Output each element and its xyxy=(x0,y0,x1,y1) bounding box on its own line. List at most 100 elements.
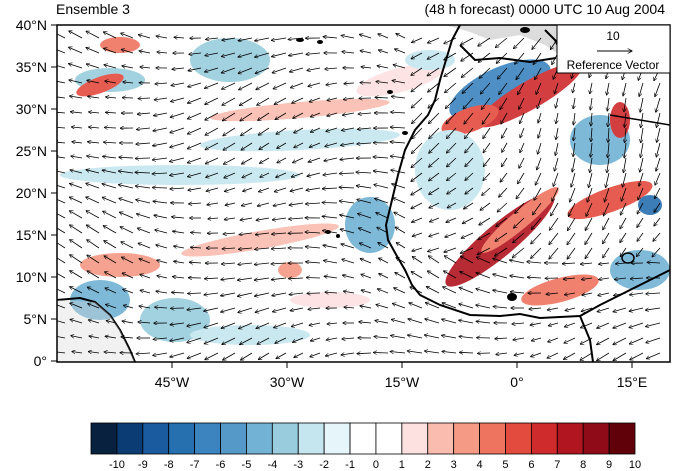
wind-vector xyxy=(378,34,389,39)
wind-vector xyxy=(104,256,117,264)
colorbar-swatch xyxy=(375,422,403,455)
wind-vector xyxy=(630,278,644,279)
wind-vector xyxy=(135,158,151,159)
wind-vector xyxy=(69,80,83,84)
wind-vector xyxy=(258,112,270,121)
colorbar-label: -4 xyxy=(267,459,277,471)
wind-vector xyxy=(105,288,117,294)
wind-vector xyxy=(629,322,644,328)
colorbar-swatch xyxy=(608,422,636,455)
wind-vector xyxy=(620,202,627,215)
wind-vector xyxy=(391,96,406,98)
wind-vector xyxy=(323,173,338,175)
wind-vector xyxy=(123,289,134,294)
wind-vector xyxy=(271,248,287,249)
wind-vector xyxy=(412,232,423,236)
wind-vector xyxy=(223,142,236,150)
colorbar-swatch xyxy=(530,422,558,455)
wind-vector xyxy=(207,203,219,205)
wind-vector xyxy=(444,247,457,252)
wind-vector xyxy=(637,232,644,241)
wind-vector xyxy=(103,32,117,39)
wind-vector xyxy=(70,255,83,264)
wind-vector xyxy=(573,112,575,125)
wind-vector xyxy=(647,262,661,263)
wind-vector xyxy=(105,336,117,338)
wind-vector xyxy=(394,288,406,294)
wind-vector xyxy=(493,290,508,294)
colorbar-label: 2 xyxy=(425,459,431,471)
wind-vector xyxy=(240,112,253,121)
wind-vector xyxy=(564,337,576,343)
wind-vector xyxy=(222,337,236,345)
wind-vector xyxy=(171,82,185,86)
wind-vector xyxy=(323,37,338,38)
wind-vector xyxy=(411,202,423,209)
wind-vector xyxy=(497,67,508,79)
colorbar-label: -6 xyxy=(216,459,226,471)
wind-vector xyxy=(646,337,661,343)
wind-vector xyxy=(324,157,338,161)
wind-vector xyxy=(275,337,287,343)
wind-vector xyxy=(465,187,474,194)
wind-vector xyxy=(479,67,491,78)
wind-vector xyxy=(518,172,525,184)
wind-vector xyxy=(465,142,474,153)
wind-vector xyxy=(390,127,406,128)
wind-vector xyxy=(205,157,219,164)
wind-vector xyxy=(360,259,372,264)
wind-vector xyxy=(639,172,644,186)
wind-vector xyxy=(272,67,287,73)
wind-vector xyxy=(189,262,202,263)
wind-vector xyxy=(121,337,134,338)
wind-vector xyxy=(86,31,100,39)
wind-vector xyxy=(170,337,185,341)
wind-vector xyxy=(654,187,661,199)
wind-vector xyxy=(654,202,661,212)
wind-vector xyxy=(444,271,457,279)
wind-vector xyxy=(173,277,185,278)
wind-vector xyxy=(464,112,474,124)
wind-vector xyxy=(88,304,100,309)
wind-vector xyxy=(271,37,287,40)
wind-vector xyxy=(341,127,355,131)
wind-vector xyxy=(520,112,525,124)
wind-vector xyxy=(255,248,270,249)
wind-vector xyxy=(429,142,440,153)
colorbar: -10 -9 -8 -7 -6 -5 -4 -3 -2 -1 0 1 2 3 4 5 6 7 8 9 10 xyxy=(90,422,641,471)
wind-vector xyxy=(258,352,270,360)
wind-vector xyxy=(324,261,338,264)
wind-vector xyxy=(271,263,287,264)
wind-vector xyxy=(461,67,474,77)
colorbar-label: 1 xyxy=(399,459,405,471)
wind-vector xyxy=(308,308,321,309)
wind-vector xyxy=(493,274,508,279)
wind-vector xyxy=(620,217,627,229)
lat-label: 0° xyxy=(34,353,47,369)
wind-vector xyxy=(308,157,321,162)
wind-vector xyxy=(428,97,440,108)
wind-vector xyxy=(532,37,542,49)
wind-vector xyxy=(379,274,389,279)
lon-axis: 45°W 30°W 15°W 0° 15°E xyxy=(155,362,647,390)
wind-vector xyxy=(87,80,100,84)
wind-vector xyxy=(378,243,389,249)
wind-vector xyxy=(170,323,185,325)
wind-vector xyxy=(257,97,270,105)
wind-vector xyxy=(636,247,644,257)
wind-vector xyxy=(241,202,253,206)
wind-vector xyxy=(639,82,644,97)
wind-vector xyxy=(342,113,355,115)
wind-vector xyxy=(624,142,626,158)
wind-vector xyxy=(57,33,66,39)
wind-vector xyxy=(376,82,389,84)
wind-vector xyxy=(71,127,83,128)
wind-vector xyxy=(188,172,202,177)
wind-vector xyxy=(170,188,185,189)
wind-vector xyxy=(105,272,117,279)
wind-vector xyxy=(255,307,270,312)
wind-vector xyxy=(240,337,253,345)
colorbar-swatch xyxy=(271,422,299,455)
wind-vector xyxy=(57,336,66,339)
wind-vector xyxy=(515,202,525,214)
